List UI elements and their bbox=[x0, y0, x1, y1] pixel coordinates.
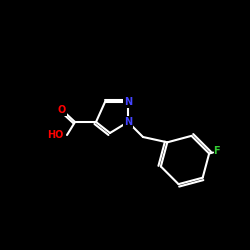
Text: N: N bbox=[124, 117, 132, 127]
Text: O: O bbox=[58, 105, 66, 115]
Text: F: F bbox=[214, 146, 220, 156]
Text: N: N bbox=[124, 97, 132, 107]
Text: HO: HO bbox=[48, 130, 64, 140]
